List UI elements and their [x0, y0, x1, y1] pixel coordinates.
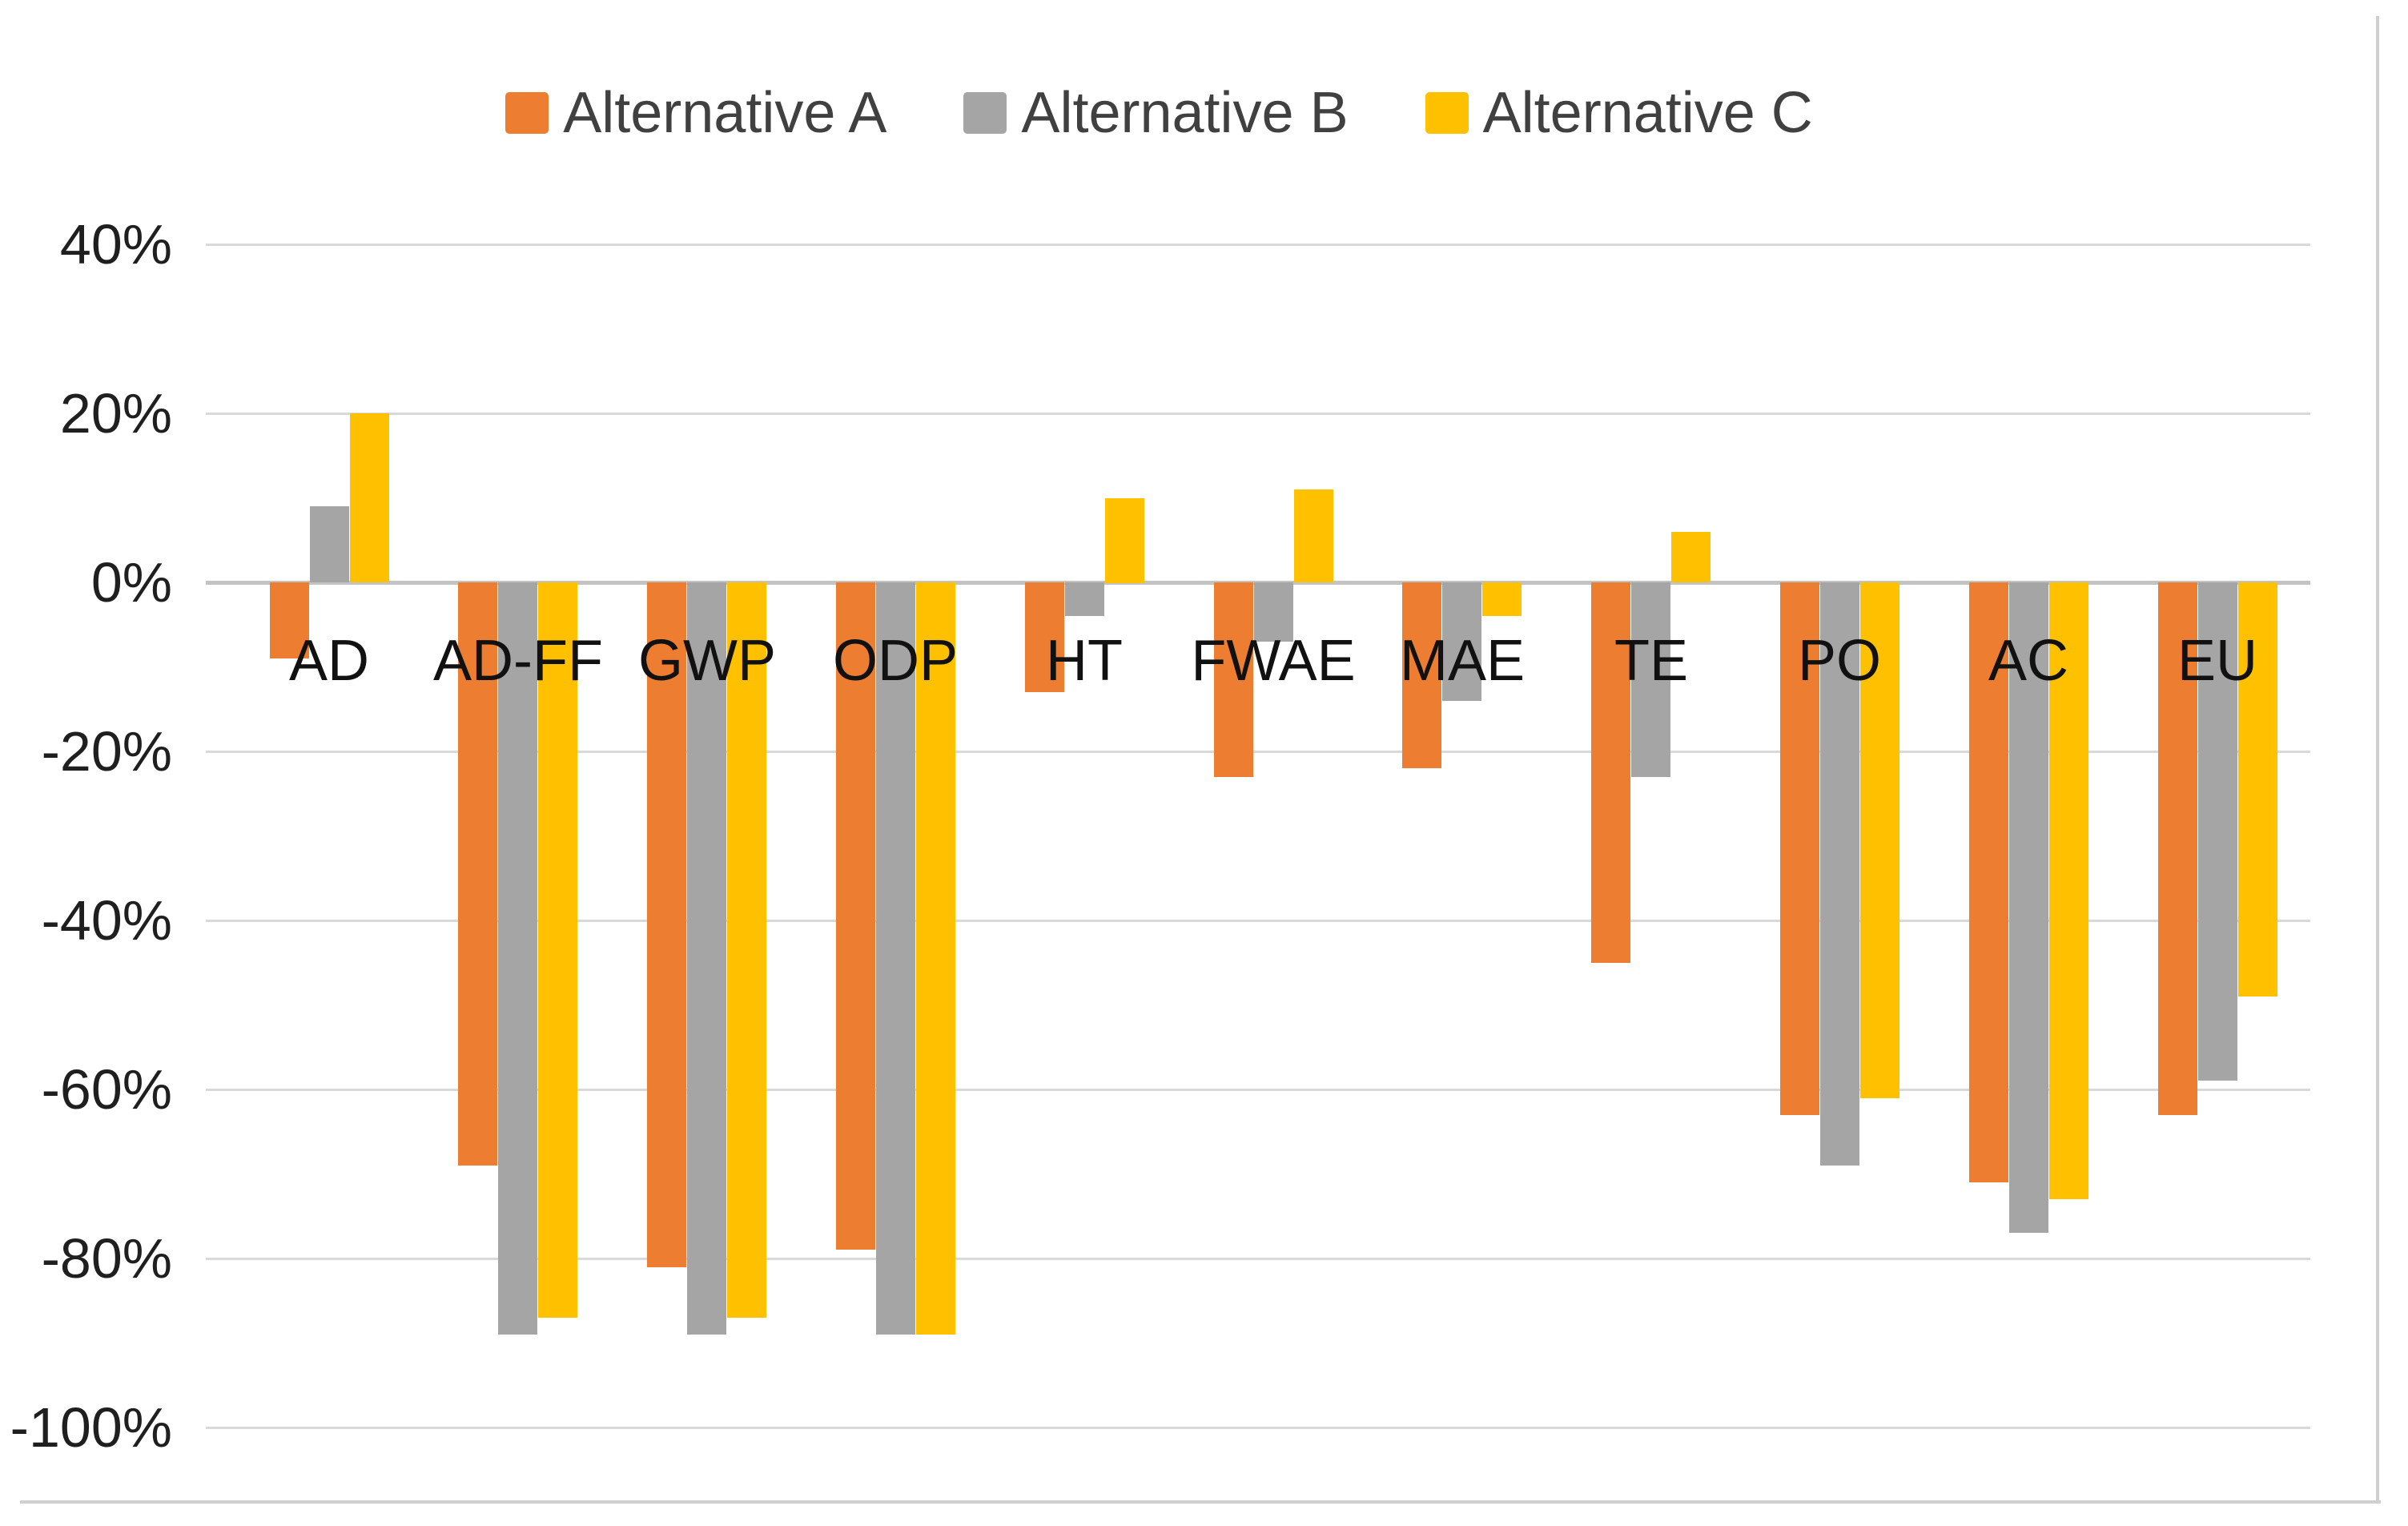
bar-alternative-a-po	[1780, 582, 1819, 1115]
bar-alternative-b-gwp	[687, 582, 726, 1335]
bar-alternative-b-ad	[310, 506, 349, 582]
bar-alternative-c-ad	[350, 413, 389, 582]
legend-swatch-alternative-a	[505, 92, 549, 134]
bar-alternative-c-ac	[2049, 582, 2088, 1199]
bar-alternative-c-odp	[916, 582, 955, 1335]
y-axis-tick-label: 40%	[59, 213, 172, 276]
bar-alternative-a-fwae	[1214, 582, 1253, 777]
y-axis-tick-label: 0%	[90, 551, 172, 614]
bar-alternative-b-eu	[2198, 582, 2237, 1081]
category-label-ad-ff: AD-FF	[433, 629, 603, 693]
category-label-eu: EU	[2177, 629, 2258, 693]
gridline-20	[206, 751, 2310, 753]
y-axis-tick-label: 20%	[59, 382, 172, 445]
legend-label-alternative-c: Alternative C	[1482, 81, 1813, 145]
legend-swatch-alternative-b	[963, 92, 1007, 134]
bar-alternative-a-te	[1591, 582, 1630, 963]
bar-alternative-c-ht	[1105, 498, 1144, 583]
legend-item-alternative-a: Alternative A	[505, 80, 886, 146]
y-axis-tick-label: -100%	[10, 1396, 172, 1459]
bar-alternative-c-po	[1860, 582, 1899, 1098]
legend-item-alternative-b: Alternative B	[963, 80, 1349, 146]
bar-alternative-c-mae	[1482, 582, 1522, 616]
gridline-60	[206, 1089, 2310, 1091]
chart-frame-bottom-border	[20, 1500, 2381, 1504]
bar-alternative-c-te	[1671, 532, 1711, 582]
legend-item-alternative-c: Alternative C	[1425, 80, 1813, 146]
gridline-100	[206, 1427, 2310, 1429]
bar-alternative-a-eu	[2158, 582, 2197, 1115]
bar-alternative-a-mae	[1402, 582, 1441, 768]
category-label-gwp: GWP	[638, 629, 776, 693]
gridline-80	[206, 1258, 2310, 1260]
category-label-mae: MAE	[1399, 629, 1526, 693]
bar-alternative-a-ad	[270, 582, 309, 658]
y-axis-tick-label: -80%	[41, 1227, 172, 1290]
bar-alternative-b-po	[1820, 582, 1859, 1166]
category-label-ad: AD	[288, 629, 370, 693]
bar-alternative-a-ht	[1025, 582, 1064, 692]
bar-alternative-b-te	[1631, 582, 1670, 777]
legend-label-alternative-b: Alternative B	[1021, 81, 1349, 145]
bar-alternative-c-fwae	[1294, 489, 1333, 582]
category-label-po: PO	[1797, 629, 1882, 693]
bar-alternative-b-ht	[1065, 582, 1104, 616]
category-label-fwae: FWAE	[1191, 629, 1356, 693]
category-label-odp: ODP	[832, 629, 959, 693]
y-axis-tick-label: -60%	[41, 1058, 172, 1121]
y-axis-tick-label: -20%	[41, 720, 172, 783]
bar-alternative-b-ad-ff	[498, 582, 537, 1335]
legend-label-alternative-a: Alternative A	[563, 81, 887, 145]
bar-alternative-a-ac	[1969, 582, 2008, 1182]
legend: Alternative A Alternative B Alternative C	[0, 68, 2363, 158]
category-label-ac: AC	[1988, 629, 2069, 693]
gridline-40	[206, 244, 2310, 246]
bar-alternative-c-eu	[2238, 582, 2277, 997]
gridline-40	[206, 920, 2310, 922]
category-label-te: TE	[1614, 629, 1688, 693]
y-axis-tick-label: -40%	[41, 889, 172, 952]
bar-alternative-b-fwae	[1254, 582, 1293, 642]
bar-alternative-a-odp	[836, 582, 875, 1250]
bar-alternative-c-gwp	[727, 582, 766, 1318]
bar-alternative-c-ad-ff	[538, 582, 577, 1318]
bar-alternative-b-ac	[2009, 582, 2048, 1233]
bar-alternative-b-odp	[876, 582, 915, 1335]
bar-alternative-b-mae	[1442, 582, 1481, 701]
bar-alternative-a-ad-ff	[458, 582, 497, 1166]
gridline-20	[206, 413, 2310, 415]
chart-frame-right-border	[2376, 16, 2379, 1504]
legend-swatch-alternative-c	[1425, 92, 1469, 134]
bar-alternative-a-gwp	[647, 582, 686, 1267]
category-label-ht: HT	[1046, 629, 1123, 693]
